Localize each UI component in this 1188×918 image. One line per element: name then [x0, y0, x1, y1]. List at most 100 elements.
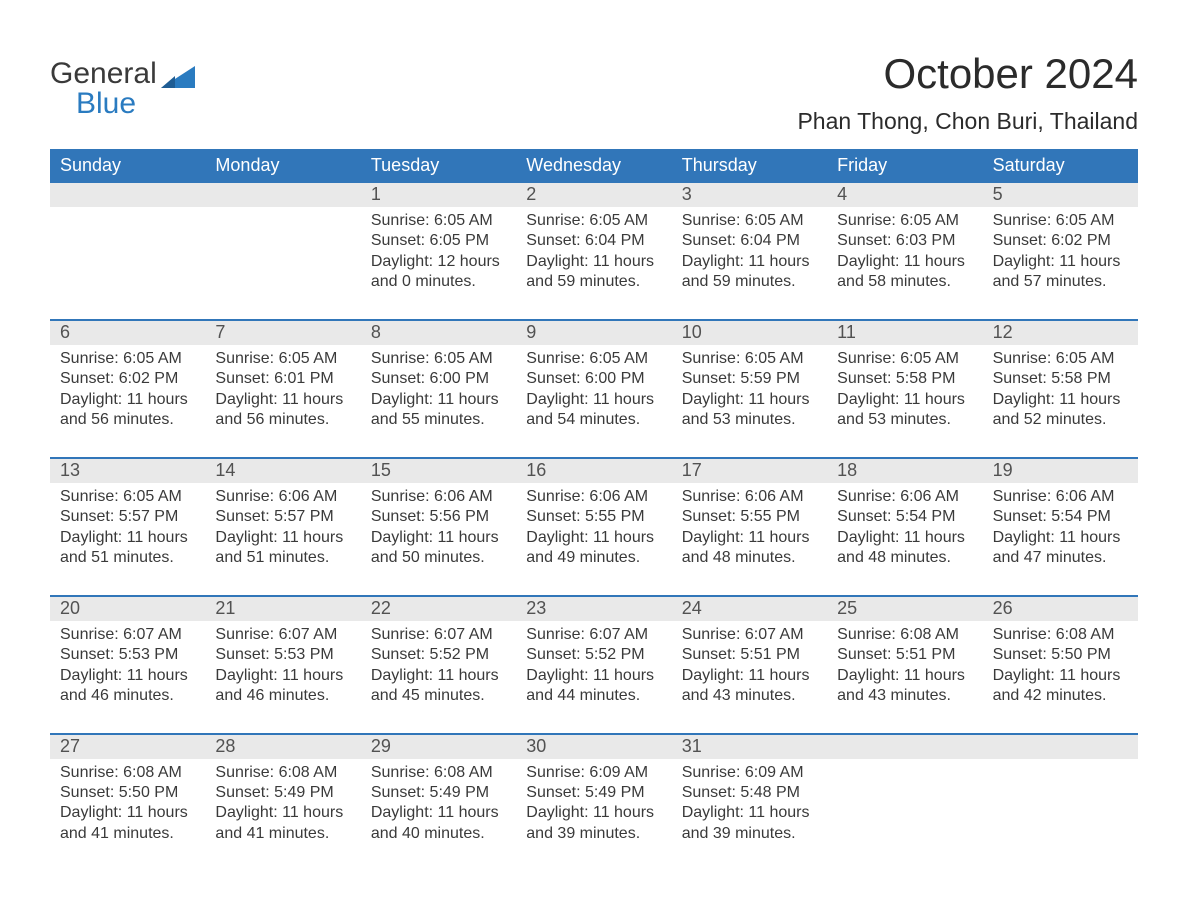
- day-number: 10: [672, 321, 827, 345]
- calendar-body: 1Sunrise: 6:05 AMSunset: 6:05 PMDaylight…: [50, 183, 1138, 870]
- day-number: 7: [205, 321, 360, 345]
- calendar-day: 10Sunrise: 6:05 AMSunset: 5:59 PMDayligh…: [672, 321, 827, 457]
- day-number: 25: [827, 597, 982, 621]
- day-details: Sunrise: 6:08 AMSunset: 5:49 PMDaylight:…: [361, 759, 516, 845]
- calendar-day: 17Sunrise: 6:06 AMSunset: 5:55 PMDayligh…: [672, 459, 827, 595]
- day-details: Sunrise: 6:06 AMSunset: 5:57 PMDaylight:…: [205, 483, 360, 569]
- calendar-week: 27Sunrise: 6:08 AMSunset: 5:50 PMDayligh…: [50, 733, 1138, 871]
- day-details: Sunrise: 6:07 AMSunset: 5:53 PMDaylight:…: [205, 621, 360, 707]
- calendar-day: 31Sunrise: 6:09 AMSunset: 5:48 PMDayligh…: [672, 735, 827, 871]
- calendar-day: 27Sunrise: 6:08 AMSunset: 5:50 PMDayligh…: [50, 735, 205, 871]
- day-number: 16: [516, 459, 671, 483]
- calendar-day: 14Sunrise: 6:06 AMSunset: 5:57 PMDayligh…: [205, 459, 360, 595]
- calendar-week: 13Sunrise: 6:05 AMSunset: 5:57 PMDayligh…: [50, 457, 1138, 595]
- day-details: Sunrise: 6:05 AMSunset: 5:58 PMDaylight:…: [827, 345, 982, 431]
- calendar-day: 11Sunrise: 6:05 AMSunset: 5:58 PMDayligh…: [827, 321, 982, 457]
- day-details: Sunrise: 6:08 AMSunset: 5:51 PMDaylight:…: [827, 621, 982, 707]
- weekday-header: Wednesday: [516, 149, 671, 183]
- day-details: Sunrise: 6:07 AMSunset: 5:52 PMDaylight:…: [361, 621, 516, 707]
- day-details: Sunrise: 6:05 AMSunset: 6:03 PMDaylight:…: [827, 207, 982, 293]
- calendar-day: 7Sunrise: 6:05 AMSunset: 6:01 PMDaylight…: [205, 321, 360, 457]
- calendar-day: 3Sunrise: 6:05 AMSunset: 6:04 PMDaylight…: [672, 183, 827, 319]
- day-details: Sunrise: 6:06 AMSunset: 5:54 PMDaylight:…: [827, 483, 982, 569]
- day-number: 13: [50, 459, 205, 483]
- day-details: Sunrise: 6:06 AMSunset: 5:56 PMDaylight:…: [361, 483, 516, 569]
- weekday-header: Tuesday: [361, 149, 516, 183]
- weekday-header: Sunday: [50, 149, 205, 183]
- day-details: Sunrise: 6:06 AMSunset: 5:55 PMDaylight:…: [672, 483, 827, 569]
- weekday-header: Friday: [827, 149, 982, 183]
- calendar-day: 18Sunrise: 6:06 AMSunset: 5:54 PMDayligh…: [827, 459, 982, 595]
- calendar-day: 23Sunrise: 6:07 AMSunset: 5:52 PMDayligh…: [516, 597, 671, 733]
- calendar-day: 24Sunrise: 6:07 AMSunset: 5:51 PMDayligh…: [672, 597, 827, 733]
- day-number: 11: [827, 321, 982, 345]
- day-number: 8: [361, 321, 516, 345]
- brand-line2: Blue: [76, 87, 157, 121]
- day-details: Sunrise: 6:06 AMSunset: 5:54 PMDaylight:…: [983, 483, 1138, 569]
- day-number: 30: [516, 735, 671, 759]
- day-number: 20: [50, 597, 205, 621]
- calendar-day: 1Sunrise: 6:05 AMSunset: 6:05 PMDaylight…: [361, 183, 516, 319]
- calendar-week: 1Sunrise: 6:05 AMSunset: 6:05 PMDaylight…: [50, 183, 1138, 319]
- weekday-header: Monday: [205, 149, 360, 183]
- calendar-day-empty: [205, 183, 360, 319]
- day-details: Sunrise: 6:05 AMSunset: 6:02 PMDaylight:…: [983, 207, 1138, 293]
- day-details: Sunrise: 6:05 AMSunset: 6:05 PMDaylight:…: [361, 207, 516, 293]
- calendar-day: 8Sunrise: 6:05 AMSunset: 6:00 PMDaylight…: [361, 321, 516, 457]
- day-number: 26: [983, 597, 1138, 621]
- day-details: Sunrise: 6:07 AMSunset: 5:52 PMDaylight:…: [516, 621, 671, 707]
- day-number: 21: [205, 597, 360, 621]
- brand-flag-icon: [161, 66, 195, 88]
- day-details: Sunrise: 6:05 AMSunset: 6:04 PMDaylight:…: [516, 207, 671, 293]
- calendar-week: 6Sunrise: 6:05 AMSunset: 6:02 PMDaylight…: [50, 319, 1138, 457]
- day-details: Sunrise: 6:05 AMSunset: 6:00 PMDaylight:…: [516, 345, 671, 431]
- day-details: Sunrise: 6:09 AMSunset: 5:48 PMDaylight:…: [672, 759, 827, 845]
- day-details: Sunrise: 6:09 AMSunset: 5:49 PMDaylight:…: [516, 759, 671, 845]
- day-number: 29: [361, 735, 516, 759]
- day-number: [205, 183, 360, 207]
- brand-logo: General Blue: [50, 50, 195, 121]
- page-title: October 2024: [797, 50, 1138, 98]
- day-details: Sunrise: 6:05 AMSunset: 6:04 PMDaylight:…: [672, 207, 827, 293]
- calendar-day: 19Sunrise: 6:06 AMSunset: 5:54 PMDayligh…: [983, 459, 1138, 595]
- weekday-header-row: SundayMondayTuesdayWednesdayThursdayFrid…: [50, 149, 1138, 183]
- calendar-day: 30Sunrise: 6:09 AMSunset: 5:49 PMDayligh…: [516, 735, 671, 871]
- day-number: 12: [983, 321, 1138, 345]
- day-details: Sunrise: 6:08 AMSunset: 5:49 PMDaylight:…: [205, 759, 360, 845]
- day-details: Sunrise: 6:07 AMSunset: 5:51 PMDaylight:…: [672, 621, 827, 707]
- calendar-day: 5Sunrise: 6:05 AMSunset: 6:02 PMDaylight…: [983, 183, 1138, 319]
- calendar-day: 6Sunrise: 6:05 AMSunset: 6:02 PMDaylight…: [50, 321, 205, 457]
- calendar-day: 28Sunrise: 6:08 AMSunset: 5:49 PMDayligh…: [205, 735, 360, 871]
- day-number: [827, 735, 982, 759]
- day-details: Sunrise: 6:05 AMSunset: 5:59 PMDaylight:…: [672, 345, 827, 431]
- day-number: 28: [205, 735, 360, 759]
- day-number: 5: [983, 183, 1138, 207]
- calendar-day: 4Sunrise: 6:05 AMSunset: 6:03 PMDaylight…: [827, 183, 982, 319]
- day-number: 4: [827, 183, 982, 207]
- calendar-week: 20Sunrise: 6:07 AMSunset: 5:53 PMDayligh…: [50, 595, 1138, 733]
- brand-line1: General: [50, 60, 157, 89]
- calendar-day-empty: [827, 735, 982, 871]
- day-details: Sunrise: 6:05 AMSunset: 5:58 PMDaylight:…: [983, 345, 1138, 431]
- day-number: 1: [361, 183, 516, 207]
- day-details: Sunrise: 6:07 AMSunset: 5:53 PMDaylight:…: [50, 621, 205, 707]
- day-number: [983, 735, 1138, 759]
- day-number: 23: [516, 597, 671, 621]
- calendar: SundayMondayTuesdayWednesdayThursdayFrid…: [50, 149, 1138, 870]
- calendar-day: 21Sunrise: 6:07 AMSunset: 5:53 PMDayligh…: [205, 597, 360, 733]
- day-number: 31: [672, 735, 827, 759]
- calendar-day: 2Sunrise: 6:05 AMSunset: 6:04 PMDaylight…: [516, 183, 671, 319]
- day-number: 18: [827, 459, 982, 483]
- day-number: 14: [205, 459, 360, 483]
- day-number: 6: [50, 321, 205, 345]
- day-number: 15: [361, 459, 516, 483]
- calendar-day: 29Sunrise: 6:08 AMSunset: 5:49 PMDayligh…: [361, 735, 516, 871]
- calendar-day-empty: [983, 735, 1138, 871]
- day-details: Sunrise: 6:05 AMSunset: 6:02 PMDaylight:…: [50, 345, 205, 431]
- day-number: 3: [672, 183, 827, 207]
- day-number: 27: [50, 735, 205, 759]
- calendar-day: 16Sunrise: 6:06 AMSunset: 5:55 PMDayligh…: [516, 459, 671, 595]
- weekday-header: Saturday: [983, 149, 1138, 183]
- day-details: Sunrise: 6:08 AMSunset: 5:50 PMDaylight:…: [983, 621, 1138, 707]
- day-number: 2: [516, 183, 671, 207]
